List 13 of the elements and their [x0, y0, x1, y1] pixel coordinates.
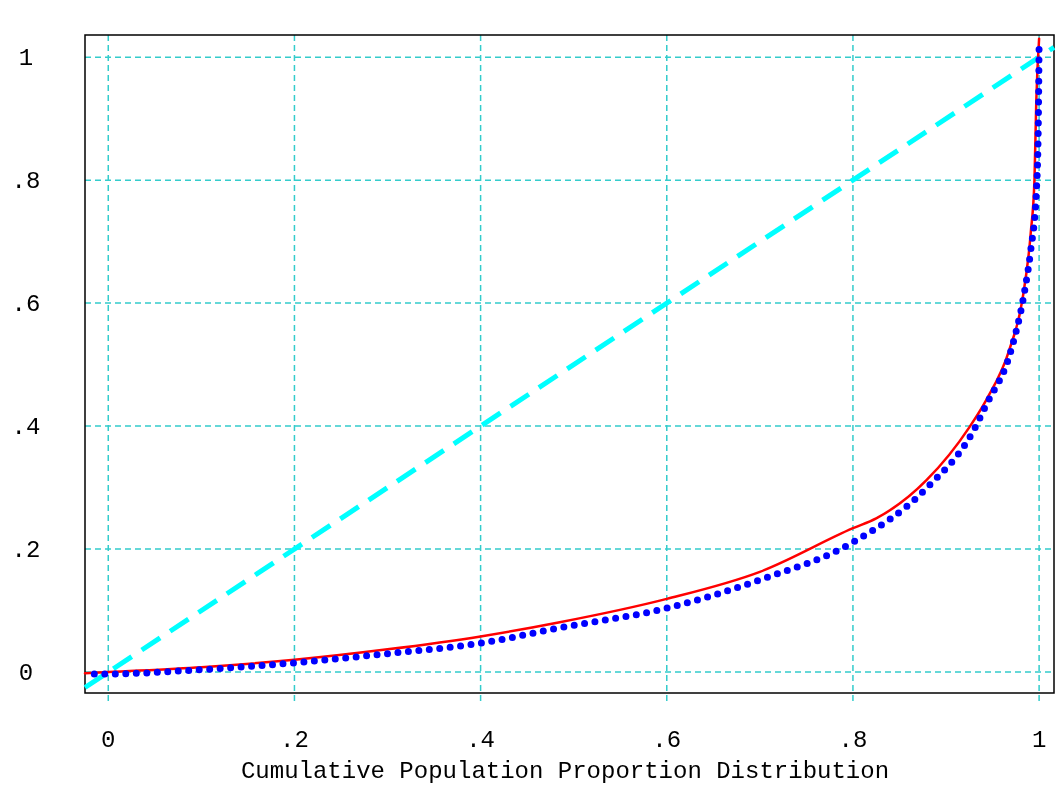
x-tick-label: .4: [466, 727, 496, 754]
y-tick-label: .6: [11, 291, 41, 319]
x-tick-label: .2: [280, 727, 309, 754]
y-tick-label: 0: [18, 660, 34, 688]
y-tick-label: .2: [11, 537, 41, 565]
y-tick-label: 1: [18, 45, 34, 73]
x-tick-label: .8: [838, 727, 868, 754]
y-tick-label: .8: [11, 168, 41, 196]
x-axis-title: Cumulative Population Proportion Distribution: [240, 758, 890, 785]
x-tick-label: 1: [1031, 727, 1047, 754]
x-tick-label: .6: [652, 727, 682, 754]
x-tick-label: 0: [101, 727, 116, 754]
y-tick-label: .4: [11, 414, 41, 442]
